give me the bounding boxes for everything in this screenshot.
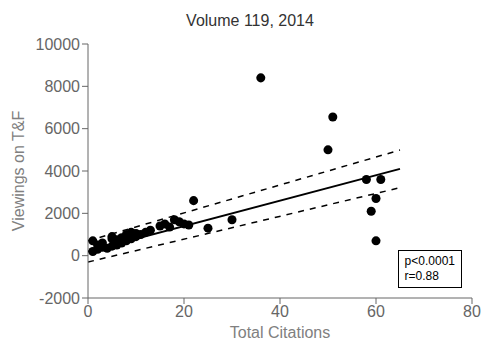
svg-text:20: 20	[175, 303, 193, 320]
html-text:Volume 119, 2014: Volume 119, 2014	[186, 12, 314, 29]
svg-text:0: 0	[84, 303, 93, 320]
svg-text:10000: 10000	[36, 36, 81, 53]
svg-text:4000: 4000	[44, 163, 80, 180]
html-text:p<0.0001 r=0.88: p<0.0001 r=0.88	[404, 254, 455, 283]
svg-text:0: 0	[71, 247, 80, 264]
svg-text:Viewings on T&F: Viewings on T&F	[10, 111, 27, 232]
svg-text:6000: 6000	[44, 120, 80, 137]
svg-text:2000: 2000	[44, 205, 80, 222]
svg-text:8000: 8000	[44, 78, 80, 95]
svg-text:80: 80	[463, 303, 481, 320]
svg-text:Total Citations: Total Citations	[230, 324, 331, 341]
svg-text:60: 60	[367, 303, 385, 320]
svg-text:-2000: -2000	[39, 290, 80, 307]
svg-text:40: 40	[271, 303, 289, 320]
